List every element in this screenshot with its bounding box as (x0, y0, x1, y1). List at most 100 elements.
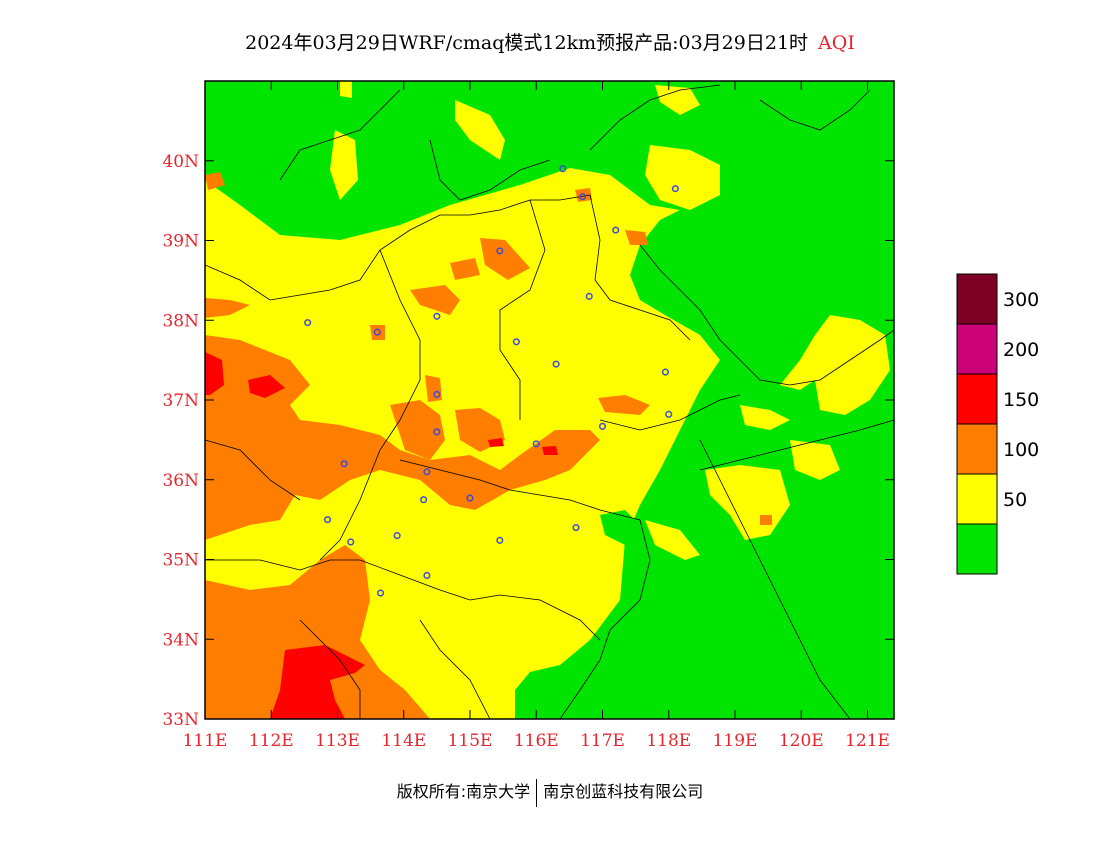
pollutant-label: AQI (818, 32, 855, 54)
plot-area (205, 81, 894, 719)
y-tick-label: 35N (162, 551, 199, 571)
boundary-lines (205, 84, 894, 719)
aqi-region-usg-east (598, 395, 650, 415)
copyright-footer: 版权所有:南京大学 南京创蓝科技有限公司 (0, 778, 1100, 807)
aqi-region-unhealthy-w2 (248, 375, 285, 398)
city-marker (585, 292, 593, 300)
city-marker (665, 410, 673, 418)
aqi-region-usg-small3 (575, 188, 592, 202)
city-marker (433, 312, 441, 320)
x-tick-label: 112E (249, 731, 294, 751)
city-marker (377, 589, 385, 597)
aqi-region-usg-north2 (410, 285, 460, 315)
x-tick-label: 115E (448, 731, 493, 751)
y-tick-label: 38N (162, 311, 199, 331)
aqi-region-moderate-shandong (740, 405, 790, 430)
aqi-region-usg-small2 (625, 230, 648, 245)
city-marker (304, 319, 312, 327)
legend-label: 150 (1003, 389, 1039, 411)
legend-swatch (956, 523, 998, 575)
aqi-region-usg-small6 (760, 515, 772, 525)
city-marker (466, 494, 474, 502)
aqi-region-moderate-north2 (330, 130, 358, 200)
x-tick-label: 120E (779, 731, 824, 751)
city-marker (423, 468, 431, 476)
legend-label: 50 (1003, 489, 1027, 511)
city-marker (433, 428, 441, 436)
y-tick-label: 37N (162, 391, 199, 411)
color-legend: 300 200 150 100 50 (956, 273, 1039, 575)
legend-swatch (956, 273, 998, 325)
aqi-region-usg-southwest (205, 545, 430, 719)
aqi-region-usg-north3 (450, 258, 480, 280)
aqi-region-usg-west2 (205, 298, 250, 318)
city-marker (671, 185, 679, 193)
city-marker (347, 538, 355, 546)
city-marker (552, 360, 560, 368)
x-tick-label: 113E (315, 731, 360, 751)
legend-label: 200 (1003, 339, 1039, 361)
copyright-left: 版权所有:南京大学 (396, 782, 531, 801)
aqi-region-unhealthy-c2 (542, 446, 558, 455)
aqi-region-moderate-northeast (645, 145, 720, 210)
aqi-region-moderate-ne-top (655, 85, 700, 115)
city-marker (612, 226, 620, 234)
x-tick-label: 114E (381, 731, 426, 751)
aqi-region-usg-north (480, 238, 530, 280)
legend-swatch (956, 473, 998, 525)
aqi-region-unhealthy-w (205, 352, 224, 395)
city-markers (304, 165, 679, 597)
aqi-region-usg-small4 (370, 325, 385, 340)
legend-swatch (956, 423, 998, 475)
x-tick-label: 111E (183, 731, 228, 751)
city-marker (420, 496, 428, 504)
y-tick-label: 33N (162, 710, 199, 730)
y-tick-label: 36N (162, 471, 199, 491)
city-marker (661, 368, 669, 376)
y-tick-label: 39N (162, 232, 199, 252)
city-marker (512, 338, 520, 346)
map-title: 2024年03月29日WRF/cmaq模式12km预报产品:03月29日21时 A… (0, 28, 1100, 55)
x-tick-label: 119E (713, 731, 758, 751)
aqi-region-moderate-north (455, 100, 505, 160)
y-axis: 33N 34N 35N 36N 37N 38N 39N 40N (162, 152, 894, 730)
y-tick-label: 40N (162, 152, 199, 172)
aqi-region-moderate-ne-corner (340, 81, 352, 98)
legend-label: 100 (1003, 439, 1039, 461)
aqi-region-unhealthy-sw (270, 645, 365, 719)
x-tick-label: 117E (580, 731, 625, 751)
legend-swatch (956, 323, 998, 375)
copyright-right: 南京创蓝科技有限公司 (543, 782, 704, 801)
city-marker (496, 536, 504, 544)
city-marker (496, 247, 504, 255)
aqi-region-usg-center (390, 400, 445, 460)
aqi-region-moderate-coast2 (790, 440, 840, 480)
city-marker (393, 532, 401, 540)
city-marker (373, 328, 381, 336)
city-marker (532, 440, 540, 448)
legend-label: 300 (1003, 289, 1039, 311)
aqi-region-unhealthy-c1 (488, 438, 504, 447)
aqi-region-moderate-jiangsu (645, 520, 700, 560)
aqi-region-usg-west (205, 335, 600, 540)
x-tick-label: 118E (646, 731, 691, 751)
city-marker (340, 460, 348, 468)
y-tick-label: 34N (162, 630, 199, 650)
footer-separator (536, 778, 538, 807)
x-tick-label: 121E (845, 731, 890, 751)
city-marker (559, 165, 567, 173)
city-marker (433, 390, 441, 398)
aqi-region-good-interior (600, 510, 640, 545)
aqi-region-usg-small5 (425, 375, 442, 402)
legend-swatch (956, 373, 998, 425)
aqi-region-usg-small1 (205, 172, 225, 190)
aqi-region-moderate-coast (780, 315, 890, 415)
city-marker (572, 524, 580, 532)
x-tick-label: 116E (514, 731, 559, 751)
city-marker (598, 422, 607, 430)
x-axis: 111E 112E 113E 114E 115E 116E 117E 118E 119E 120E… (183, 81, 890, 751)
title-text: 2024年03月29日WRF/cmaq模式12km预报产品:03月29日21时 (245, 32, 809, 54)
city-marker (324, 516, 332, 524)
city-marker (579, 193, 587, 201)
